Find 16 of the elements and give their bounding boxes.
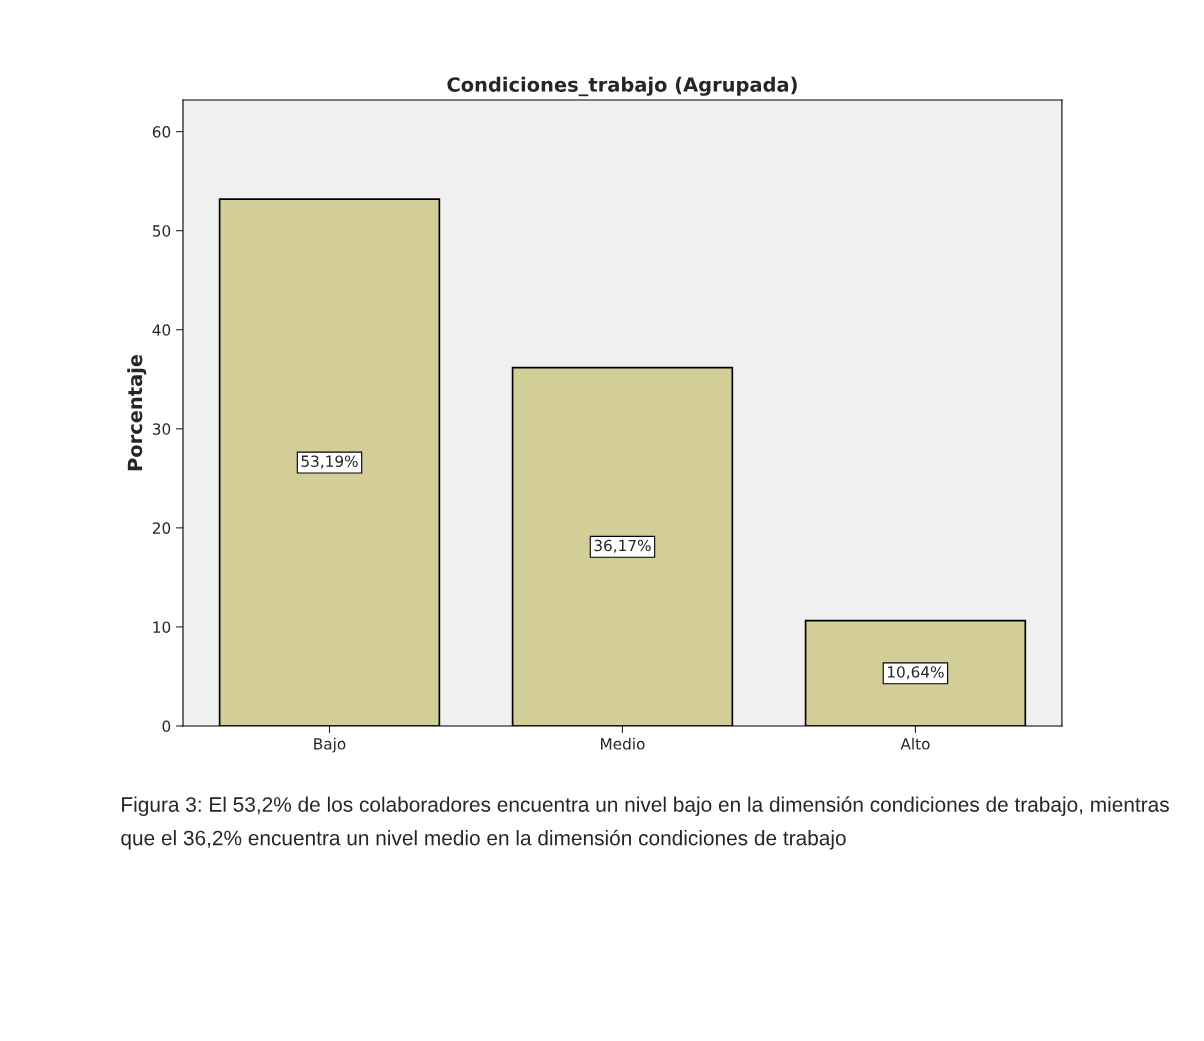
chart-title: Condiciones_trabajo (Agrupada) xyxy=(447,76,797,97)
y-tick-label: 40 xyxy=(152,324,171,336)
data-label: 10,64% xyxy=(887,666,944,680)
y-tick-label: 0 xyxy=(162,720,171,733)
y-axis-title: Porcentaje xyxy=(127,354,147,471)
y-tick-label: 20 xyxy=(152,522,171,534)
y-tick-label: 50 xyxy=(152,225,171,237)
y-tick-label: 30 xyxy=(152,423,171,435)
x-tick-label: Medio xyxy=(601,737,645,750)
x-tick-label: Alto xyxy=(900,737,930,750)
y-tick-label: 10 xyxy=(153,621,171,633)
y-tick-label: 60 xyxy=(152,126,171,138)
data-label: 36,17% xyxy=(594,539,651,553)
text: Figura 3: El 53,2% de los colaboradores encuentra un nivel bajo en la dimensión condiciones de trabajo, mientras que el 36,2% encuentra un nivel medio en la dimensión condiciones de trabajo xyxy=(121,796,1169,850)
x-tick-label: Bajo xyxy=(314,737,346,753)
data-label: 53,19% xyxy=(301,455,358,469)
